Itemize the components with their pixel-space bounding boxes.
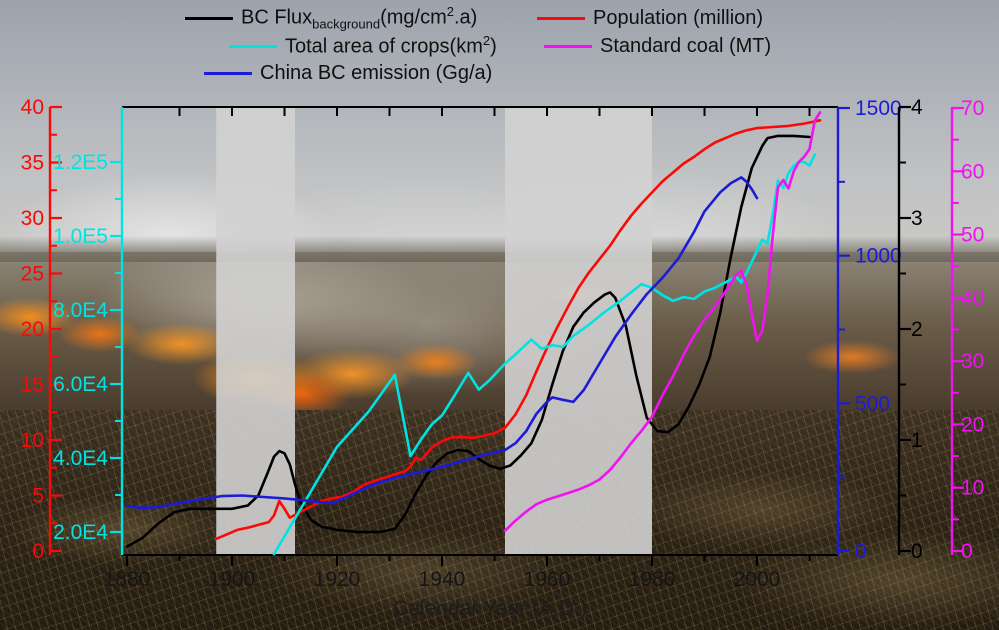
legend-label-crops: Total area of crops(km2) xyxy=(285,33,497,58)
photo-straw-field xyxy=(0,410,999,630)
tick-label-bc_emission-0: 0 xyxy=(855,540,867,563)
series-bc_flux-line xyxy=(125,134,811,548)
tick-label-bc_flux-3: 3 xyxy=(911,207,923,230)
shaded-band-1 xyxy=(216,108,295,554)
x-tick-label-1880: 1880 xyxy=(104,568,151,591)
axis-coal: 0 10 20 30 40 50 60 70 xyxy=(950,97,984,563)
tick-label-bc_flux-1: 1 xyxy=(911,429,923,452)
tick-label-population-8: 40 xyxy=(21,96,44,119)
tick-label-crops-3: 8.0E4 xyxy=(53,299,108,322)
tick-label-coal-0: 0 xyxy=(961,540,973,563)
legend-item-bc_emission: China BC emission (Gg/a) xyxy=(204,62,492,84)
tick-label-population-4: 20 xyxy=(21,318,44,341)
series-coal-line xyxy=(503,111,822,533)
x-axis: 1880 1900 1920 1940 1960 1980 2000 xyxy=(104,555,811,591)
series-population-line xyxy=(215,119,822,541)
x-tick-label-1980: 1980 xyxy=(629,568,676,591)
tick-label-population-1: 5 xyxy=(32,485,44,508)
legend-item-population: Population (million) xyxy=(537,7,763,29)
tick-label-coal-6: 60 xyxy=(961,160,984,183)
legend-label-bc_emission: China BC emission (Gg/a) xyxy=(260,61,493,84)
tick-label-coal-3: 30 xyxy=(961,350,984,373)
tick-label-crops-0: 2.0E4 xyxy=(53,521,108,544)
x-axis-title: Calendar Year (A.D.) xyxy=(393,597,587,620)
x-tick-label-1900: 1900 xyxy=(209,568,256,591)
x-tick-label-1960: 1960 xyxy=(524,568,571,591)
tick-label-population-7: 35 xyxy=(21,152,44,175)
photo-sky xyxy=(0,0,999,252)
tick-label-coal-2: 20 xyxy=(961,413,984,436)
tick-label-population-0: 0 xyxy=(32,540,44,563)
tick-label-crops-5: 1.2E5 xyxy=(53,151,108,174)
x-axis-top-ticks xyxy=(178,108,811,116)
tick-label-crops-4: 1.0E5 xyxy=(53,225,108,248)
tick-label-bc_emission-3: 1500 xyxy=(855,97,902,120)
legend-item-crops: Total area of crops(km2) xyxy=(229,33,497,58)
tick-label-bc_emission-2: 1000 xyxy=(855,245,902,268)
axis-bc_flux: 0 1 2 3 4 xyxy=(897,96,923,563)
tick-label-crops-1: 4.0E4 xyxy=(53,447,108,470)
tick-label-coal-4: 40 xyxy=(961,287,984,310)
legend-label-bc_flux: BC Fluxbackground(mg/cm2.a) xyxy=(241,4,478,32)
legend-line-swatch-population xyxy=(537,16,585,20)
tick-label-coal-5: 50 xyxy=(961,224,984,247)
series-crops-line xyxy=(272,153,817,556)
tick-label-bc_flux-4: 4 xyxy=(911,96,923,119)
legend-line-swatch-coal xyxy=(544,44,592,48)
legend-item-coal: Standard coal (MT) xyxy=(544,35,771,57)
tick-label-population-6: 30 xyxy=(21,207,44,230)
tick-label-bc_flux-2: 2 xyxy=(911,318,923,341)
axis-population: 0 5 10 15 20 25 30 35 40 xyxy=(21,96,62,563)
legend-label-population: Population (million) xyxy=(593,6,764,29)
x-tick-label-1920: 1920 xyxy=(314,568,361,591)
x-tick-label-2000: 2000 xyxy=(734,568,781,591)
legend-line-swatch-bc_emission xyxy=(204,71,252,75)
photo-fire-zone xyxy=(0,262,999,420)
tick-label-bc_emission-1: 500 xyxy=(855,392,890,415)
tick-label-population-2: 10 xyxy=(21,429,44,452)
tick-label-bc_flux-0: 0 xyxy=(911,540,923,563)
tick-label-crops-2: 6.0E4 xyxy=(53,373,108,396)
axis-bc_emission: 0 500 1000 1500 xyxy=(836,97,902,563)
legend-label-coal: Standard coal (MT) xyxy=(600,34,772,57)
legend-item-bc_flux: BC Fluxbackground(mg/cm2.a) xyxy=(185,4,478,32)
legend-line-swatch-crops xyxy=(229,44,277,48)
tick-label-population-5: 25 xyxy=(21,263,44,286)
series-bc_emission-line xyxy=(125,176,759,510)
legend-line-swatch-bc_flux xyxy=(185,16,233,20)
tick-label-coal-7: 70 xyxy=(961,97,984,120)
tick-label-coal-1: 10 xyxy=(961,477,984,500)
tick-label-population-3: 15 xyxy=(21,374,44,397)
axis-crops: 2.0E4 4.0E4 6.0E4 8.0E4 1.0E5 1.2E5 xyxy=(53,107,124,555)
x-tick-label-1940: 1940 xyxy=(419,568,466,591)
